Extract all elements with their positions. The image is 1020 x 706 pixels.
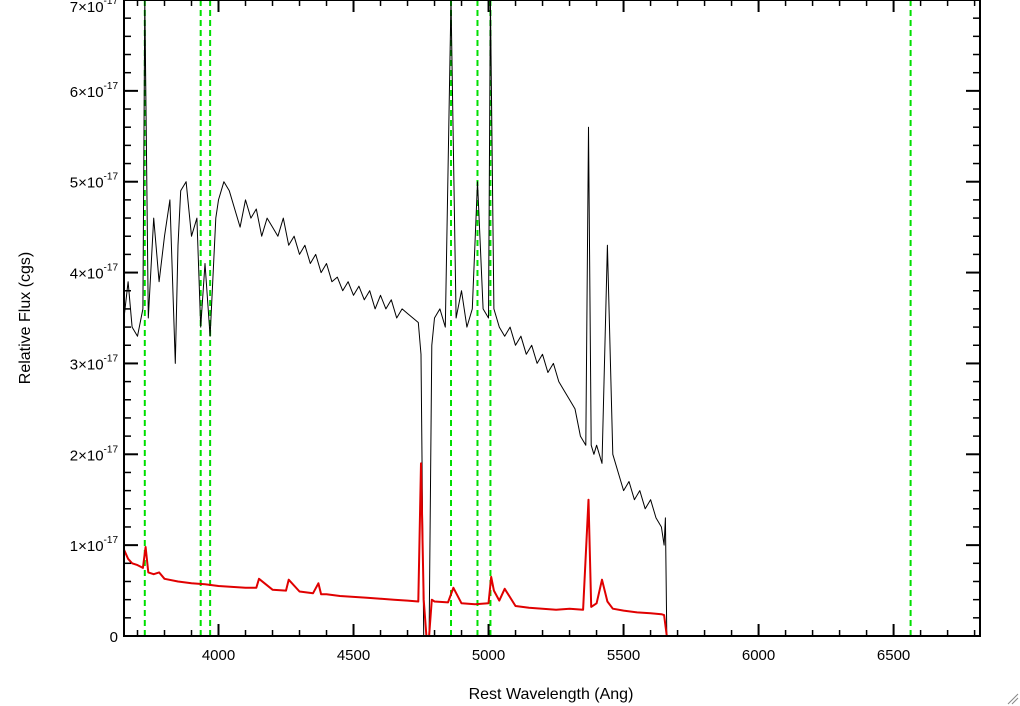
series-group [123, 0, 980, 637]
y-tick-label: 1×10-17 [70, 535, 119, 555]
x-tick-label: 4000 [202, 647, 235, 664]
plot-area-group: 4000 4500 5000 5500 6000 6500 0 1×10-17 2×10-17… [70, 0, 981, 664]
y-tick-label: 5×10-17 [70, 172, 119, 192]
x-tick-label: 5500 [607, 647, 640, 664]
x-axis-title: Rest Wavelength (Ang) [469, 686, 634, 703]
x-tick-label: 6500 [877, 647, 910, 664]
emission-line-markers [143, 0, 912, 636]
y-tick-label: 3×10-17 [70, 353, 119, 373]
y-axis-title: Relative Flux (cgs) [17, 252, 34, 384]
y-tick-label: 4×10-17 [70, 263, 119, 283]
x-tick-label: 5000 [472, 647, 505, 664]
x-axis-ticks: 4000 4500 5000 5500 6000 6500 [136, 0, 976, 664]
x-tick-label: 6000 [742, 647, 775, 664]
plot-frame [123, 0, 981, 637]
series-line-1 [123, 0, 980, 637]
resize-grip-icon[interactable] [1007, 693, 1019, 705]
y-tick-label: 0 [110, 629, 118, 646]
y-tick-label: 2×10-17 [70, 444, 119, 464]
y-tick-label: 6×10-17 [70, 81, 119, 101]
x-tick-label: 4500 [337, 647, 370, 664]
y-tick-label: 7×10-17 [70, 0, 119, 16]
y-axis-ticks: 0 1×10-17 2×10-17 3×10-17 4×10-17 5×10-17 6×10… [70, 0, 980, 646]
series-line-2 [123, 462, 980, 637]
